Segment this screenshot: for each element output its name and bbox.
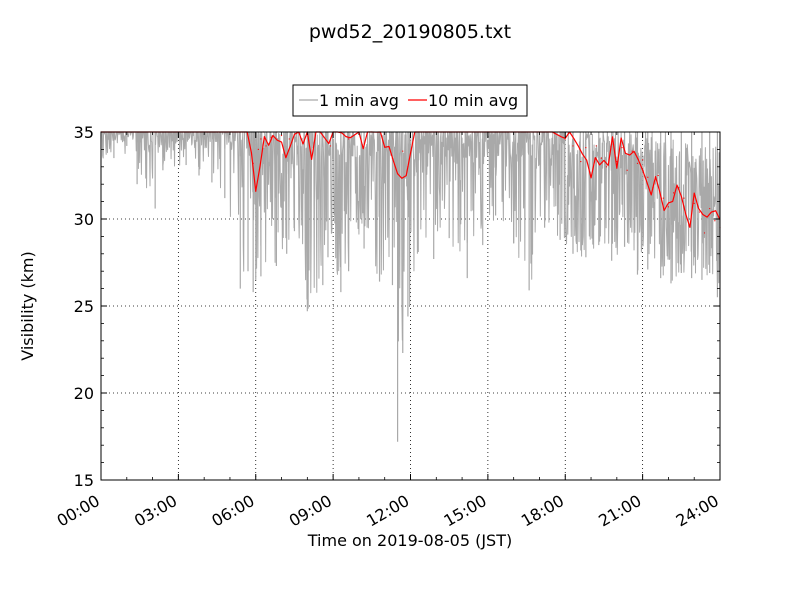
series-10min-point (631, 150, 633, 152)
series-10min-point (265, 145, 267, 147)
y-tick-label: 30 (74, 210, 94, 229)
y-tick-label: 20 (74, 384, 94, 403)
series-10min-point (652, 187, 654, 189)
axis-ticks (100, 131, 721, 481)
series-10min-point (402, 150, 404, 152)
series-10min-point (280, 134, 283, 137)
series-10min-point (407, 166, 409, 168)
series-10min-point (688, 225, 690, 227)
series-10min-point (397, 173, 399, 175)
y-tick-label: 25 (74, 297, 94, 316)
y-axis-label: Visibility (km) (18, 251, 37, 360)
series-10min-point (703, 232, 706, 234)
series-10min-point (657, 174, 659, 177)
series-1min-line (100, 131, 721, 342)
series-10min-point (580, 160, 582, 163)
series-10min-point (709, 207, 711, 210)
legend-label-10min: 10 min avg (428, 91, 518, 110)
series-10min-point (662, 197, 664, 199)
series-10min-point (626, 169, 628, 171)
series-10min-point (667, 206, 670, 208)
y-tick-labels: 15 20 25 30 35 (74, 123, 94, 490)
chart-title: pwd52_20190805.txt (309, 21, 511, 43)
legend-label-1min: 1 min avg (319, 91, 399, 110)
series-10min-point (590, 174, 592, 177)
series-10min-point (255, 190, 257, 192)
series-10min-point (348, 138, 350, 140)
series-10min-point (391, 157, 394, 159)
series-10min-point (683, 197, 685, 199)
series-10min-point (270, 136, 272, 138)
series-10min-point (288, 138, 290, 140)
series-10min-point (572, 145, 574, 147)
legend: 1 min avg 10 min avg (292, 84, 528, 117)
series-10min-point (621, 147, 623, 149)
series-10min-point (564, 138, 566, 140)
series-10min-point (257, 148, 259, 150)
series-10min-point (636, 162, 639, 164)
series-10min-point (693, 202, 695, 204)
series-10min-point (329, 145, 332, 147)
series-10min-point (260, 138, 262, 140)
series-10min-point (642, 159, 644, 161)
plot-area (100, 131, 721, 481)
series-10min-point (616, 160, 618, 163)
series-10min-point (595, 145, 597, 147)
series-10min-point (647, 176, 649, 178)
x-axis-label: Time on 2019-08-05 (JST) (307, 531, 512, 550)
y-tick-label: 35 (74, 123, 94, 142)
series-10min-point (585, 147, 587, 149)
y-tick-label: 15 (74, 471, 94, 490)
series-1min-avg (100, 131, 721, 442)
series-10min-point (605, 166, 608, 168)
series-10min-point (252, 162, 254, 164)
series-10min-point (698, 211, 700, 213)
series-10min-point (600, 157, 602, 159)
series-10min-point (611, 143, 613, 145)
series-10min-point (678, 187, 680, 189)
series-10min-point (714, 220, 716, 222)
series-10min-point (672, 192, 675, 194)
